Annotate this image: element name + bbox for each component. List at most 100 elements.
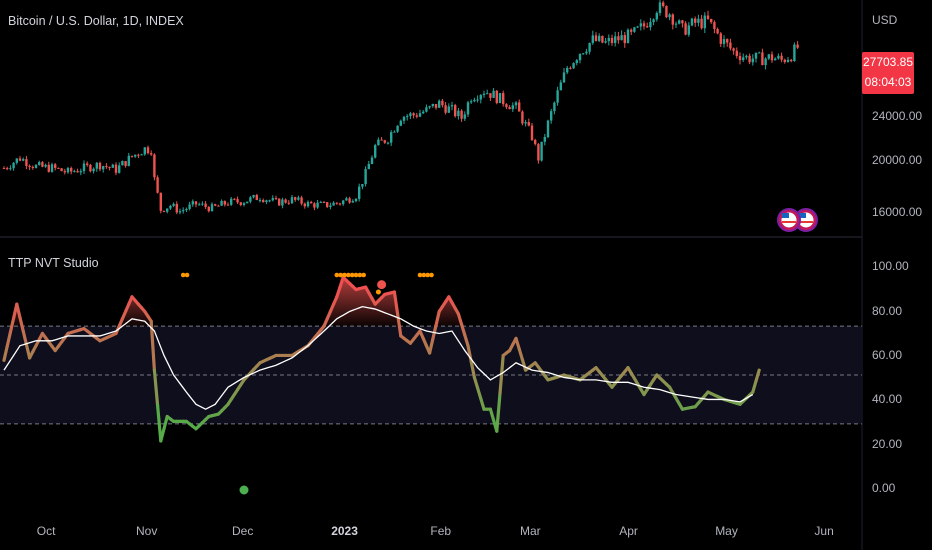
candle-body xyxy=(665,6,668,18)
candle-body xyxy=(156,177,159,193)
candle-body xyxy=(572,63,575,69)
candle-body xyxy=(172,203,175,206)
candle-body xyxy=(358,186,361,199)
candle-body xyxy=(54,164,57,168)
nvt-line-segment xyxy=(498,353,505,395)
candle-body xyxy=(265,200,268,203)
candle-body xyxy=(367,164,370,170)
candle-body xyxy=(34,164,38,168)
candle-body xyxy=(92,168,95,172)
candle-body xyxy=(278,198,281,206)
candle-body xyxy=(428,106,431,108)
time-axis-tick: Dec xyxy=(232,524,254,538)
nvt-line-segment xyxy=(2,344,9,362)
candle-body xyxy=(639,23,642,27)
overheat-marker xyxy=(357,272,363,278)
nvt-line-segment xyxy=(15,302,22,320)
candle-body xyxy=(300,197,303,204)
candle-body xyxy=(28,165,31,167)
candle-body xyxy=(271,198,274,201)
overbought-fill xyxy=(4,277,760,327)
candle-body xyxy=(473,99,476,102)
overheat-marker xyxy=(417,272,423,278)
candle-body xyxy=(6,168,9,170)
candle-body xyxy=(41,162,44,167)
last-price: 27703.85 xyxy=(862,55,914,69)
price-axis-tick: 24000.00 xyxy=(872,109,923,123)
candle-body xyxy=(748,55,751,63)
candle-body xyxy=(191,201,194,205)
indicator-axis-tick: 20.00 xyxy=(872,437,903,451)
candle-body xyxy=(348,198,351,203)
candle-body xyxy=(738,55,742,61)
candle-body xyxy=(169,205,172,209)
candle-body xyxy=(434,103,438,108)
candle-body xyxy=(175,203,178,213)
candle-body xyxy=(73,171,76,173)
candle-body xyxy=(623,35,626,44)
candle-body xyxy=(767,54,770,59)
candle-body xyxy=(633,27,636,32)
candle-body xyxy=(594,35,598,41)
candle-body xyxy=(140,154,143,156)
candle-body xyxy=(262,200,265,203)
indicator-axis-tick: 80.00 xyxy=(872,304,903,318)
candle-body xyxy=(457,110,460,117)
candle-body xyxy=(162,210,166,212)
candle-body xyxy=(550,111,553,121)
candle-body xyxy=(44,164,47,167)
candle-body xyxy=(18,158,22,161)
candle-body xyxy=(198,204,201,206)
time-axis-tick: 2023 xyxy=(331,524,358,538)
candle-body xyxy=(137,154,140,156)
candle-body xyxy=(655,13,658,20)
candle-body xyxy=(585,51,588,54)
candle-body xyxy=(188,204,191,209)
candle-body xyxy=(521,111,524,124)
candle-body xyxy=(66,168,70,173)
candle-body xyxy=(274,198,278,200)
candle-body xyxy=(713,22,716,30)
nvt-line-segment xyxy=(434,309,441,327)
nvt-line-segment xyxy=(162,414,169,431)
candle-body xyxy=(601,35,604,43)
candle-body xyxy=(194,201,198,205)
last-price-tag[interactable]: 27703.85 08:04:03 xyxy=(862,52,914,94)
candle-body xyxy=(678,20,681,24)
candle-body xyxy=(674,23,678,25)
candle-body xyxy=(182,210,185,212)
candle-body xyxy=(450,105,454,107)
candle-body xyxy=(406,116,409,118)
candle-body xyxy=(537,144,540,161)
candle-body xyxy=(783,59,786,63)
candle-body xyxy=(214,204,217,206)
candle-body xyxy=(697,18,700,23)
nvt-line-segment xyxy=(392,290,400,316)
candle-body xyxy=(98,162,102,170)
nvt-line-segment xyxy=(156,403,163,443)
candle-body xyxy=(79,171,82,173)
candle-body xyxy=(124,161,127,166)
overheat-marker xyxy=(342,272,347,278)
candle-body xyxy=(588,42,591,52)
candle-body xyxy=(518,102,521,112)
candle-body xyxy=(745,55,748,58)
candle-body xyxy=(239,202,242,205)
candle-body xyxy=(687,25,690,35)
candle-body xyxy=(575,60,578,64)
candle-body xyxy=(649,22,652,28)
candle-body xyxy=(374,145,377,158)
candle-body xyxy=(121,161,124,166)
time-axis-tick: May xyxy=(715,524,738,538)
candle-body xyxy=(306,201,310,207)
candle-body xyxy=(370,157,374,165)
candle-body xyxy=(774,58,777,61)
candle-body xyxy=(143,147,146,155)
candle-body xyxy=(438,100,441,108)
nvt-line-segment xyxy=(472,375,480,390)
candle-body xyxy=(201,203,204,205)
oversold-marker xyxy=(239,485,249,495)
candle-body xyxy=(249,197,252,202)
candle-body xyxy=(684,23,687,35)
candle-body xyxy=(703,15,706,29)
